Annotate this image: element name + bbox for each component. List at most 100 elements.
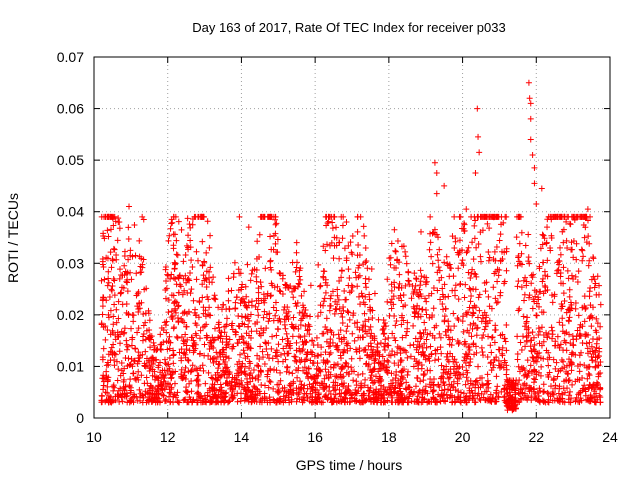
- data-point: [581, 382, 588, 389]
- data-point: [586, 372, 593, 379]
- data-point: [332, 305, 339, 312]
- data-point: [486, 213, 493, 220]
- data-point: [501, 357, 508, 364]
- data-point: [361, 232, 368, 239]
- data-point: [509, 395, 516, 402]
- data-point: [450, 273, 457, 280]
- data-point: [339, 364, 346, 371]
- data-point: [299, 315, 306, 322]
- data-point: [475, 294, 482, 301]
- data-point: [243, 303, 250, 310]
- data-point: [452, 282, 459, 289]
- data-point: [236, 365, 243, 372]
- data-point: [371, 365, 378, 372]
- data-point: [480, 315, 487, 322]
- data-point: [450, 378, 457, 385]
- data-point: [368, 343, 375, 350]
- data-point: [247, 311, 254, 318]
- data-point: [213, 349, 220, 356]
- data-point: [338, 381, 345, 388]
- data-point: [266, 397, 273, 404]
- data-point: [450, 310, 457, 317]
- data-point: [316, 366, 323, 373]
- data-point: [273, 332, 280, 339]
- data-point: [499, 350, 506, 357]
- data-point: [226, 370, 233, 377]
- data-point: [206, 399, 213, 406]
- data-point: [456, 339, 463, 346]
- data-point: [570, 341, 577, 348]
- data-point: [216, 350, 223, 357]
- data-point: [379, 326, 386, 333]
- data-point: [565, 396, 572, 403]
- data-point: [167, 390, 174, 397]
- data-point: [203, 396, 210, 403]
- data-point: [162, 295, 169, 302]
- data-point: [405, 278, 412, 285]
- data-point: [190, 349, 197, 356]
- data-point: [428, 350, 435, 357]
- data-point: [189, 263, 196, 270]
- data-point: [335, 296, 342, 303]
- data-point: [501, 335, 508, 342]
- data-point: [455, 340, 462, 347]
- data-point: [586, 339, 593, 346]
- data-point: [496, 362, 503, 369]
- data-point: [346, 316, 353, 323]
- data-point: [108, 344, 115, 351]
- data-point: [583, 364, 590, 371]
- data-point: [254, 306, 261, 313]
- data-point: [391, 226, 398, 233]
- data-point: [233, 329, 240, 336]
- data-point: [429, 314, 436, 321]
- data-point: [518, 364, 525, 371]
- data-point: [170, 231, 177, 238]
- data-point: [464, 327, 471, 334]
- data-point: [497, 231, 504, 238]
- data-point: [540, 398, 547, 405]
- data-point: [364, 384, 371, 391]
- data-point: [587, 396, 594, 403]
- data-point: [565, 377, 572, 384]
- data-point: [571, 217, 578, 224]
- data-point: [175, 274, 182, 281]
- data-point: [480, 352, 487, 359]
- data-point: [108, 264, 115, 271]
- data-point: [421, 274, 428, 281]
- data-point: [544, 287, 551, 294]
- data-point: [484, 354, 491, 361]
- data-point: [104, 389, 111, 396]
- data-point: [561, 378, 568, 385]
- data-point: [398, 284, 405, 291]
- data-point: [301, 338, 308, 345]
- data-point: [216, 324, 223, 331]
- data-point: [331, 395, 338, 402]
- data-point: [354, 283, 361, 290]
- data-point: [587, 302, 594, 309]
- data-point: [527, 136, 534, 143]
- data-point: [165, 272, 172, 279]
- data-point: [201, 341, 208, 348]
- data-point: [167, 399, 174, 406]
- data-point: [566, 331, 573, 338]
- data-point: [554, 259, 561, 266]
- data-point: [451, 213, 458, 220]
- data-point: [311, 375, 318, 382]
- data-point: [597, 394, 604, 401]
- data-point: [376, 374, 383, 381]
- data-point: [109, 327, 116, 334]
- data-point: [557, 213, 564, 220]
- data-point: [192, 366, 199, 373]
- data-point: [545, 330, 552, 337]
- data-point: [477, 229, 484, 236]
- data-point: [435, 257, 442, 264]
- data-point: [109, 283, 116, 290]
- data-point: [306, 381, 313, 388]
- data-point: [484, 371, 491, 378]
- data-point: [335, 331, 342, 338]
- data-point: [594, 396, 601, 403]
- data-point: [230, 343, 237, 350]
- data-point: [263, 395, 270, 402]
- data-point: [240, 347, 247, 354]
- data-point: [325, 373, 332, 380]
